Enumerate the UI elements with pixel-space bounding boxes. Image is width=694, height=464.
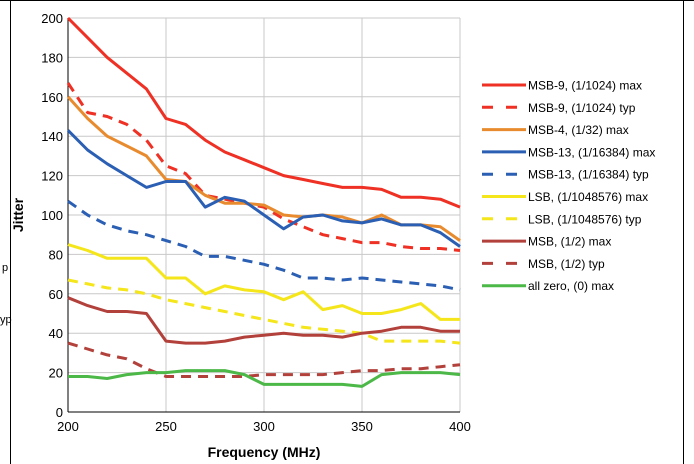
legend-label-10: all zero, (0) max: [528, 279, 614, 293]
legend-label-3: MSB-4, (1/32) max: [528, 123, 629, 137]
left-fragment-1: p: [2, 262, 9, 274]
y-tick-label: 140: [41, 129, 63, 144]
legend-label-6: LSB, (1/1048576) max: [528, 190, 648, 204]
y-axis-label: Jitter: [10, 197, 26, 232]
y-tick-label: 160: [41, 90, 63, 105]
y-tick-label: 80: [49, 247, 63, 262]
y-tick-label: 100: [41, 208, 63, 223]
y-tick-label: 40: [49, 326, 63, 341]
x-tick-label: 300: [253, 419, 275, 434]
left-fragment-2: yp: [0, 314, 12, 326]
y-tick-label: 0: [56, 405, 63, 420]
x-axis-label: Frequency (MHz): [208, 444, 321, 460]
y-tick-label: 20: [49, 366, 63, 381]
x-tick-label: 250: [155, 419, 177, 434]
series-line-5: [67, 199, 461, 292]
x-tick-label: 350: [351, 419, 373, 434]
legend-label-5: MSB-13, (1/16384) typ: [528, 168, 649, 182]
legend-label-1: MSB-9, (1/1024) max: [528, 79, 642, 93]
legend-label-9: MSB, (1/2) typ: [528, 257, 605, 271]
series-line-4: [66, 129, 461, 248]
series-line-10: [68, 369, 461, 388]
legend-label-8: MSB, (1/2) max: [528, 235, 611, 249]
series-line-2: [66, 82, 461, 252]
jitter-chart: 0 20 40 60 80 100 120 140 160 180 200 200 250 300 350 4…: [10, 11, 655, 460]
y-tick-label: 200: [41, 11, 63, 26]
y-tick-label: 180: [41, 50, 63, 65]
series-line-1: [66, 16, 461, 209]
x-tick-label: 400: [449, 419, 471, 434]
x-tick-label: 200: [57, 419, 79, 434]
y-tick-label: 120: [41, 169, 63, 184]
legend-label-4: MSB-13, (1/16384) max: [528, 145, 655, 159]
y-tick-label: 60: [49, 287, 63, 302]
series-line-8: [67, 296, 460, 345]
legend-label-2: MSB-9, (1/1024) typ: [528, 101, 636, 115]
legend-label-7: LSB, (1/1048576) typ: [528, 212, 642, 226]
series-line-9: [67, 341, 461, 378]
series-line-6: [67, 243, 460, 321]
